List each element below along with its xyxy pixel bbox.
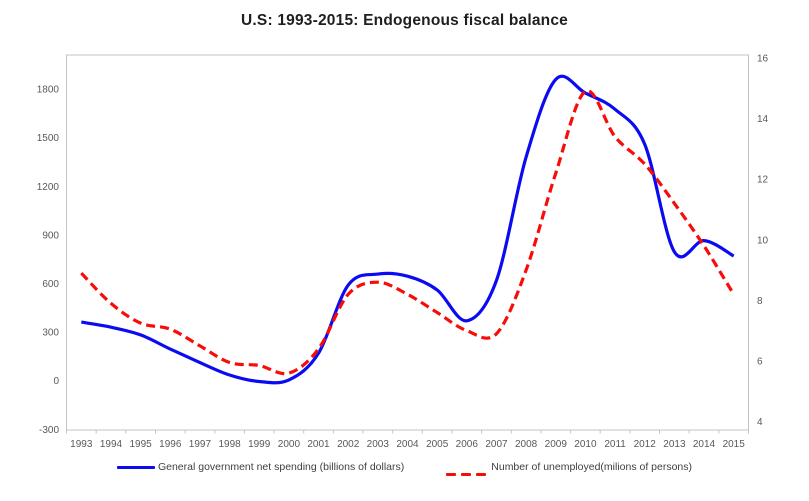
x-tick-label: 1997: [189, 439, 212, 450]
series-line-spending: [81, 74, 735, 385]
x-tick-label: 2004: [396, 439, 419, 450]
y-left-tick-label: 600: [42, 279, 59, 290]
x-tick-label: 2013: [663, 439, 686, 450]
x-tick-label: 1995: [129, 439, 152, 450]
y-left-tick-label: 900: [42, 230, 59, 241]
x-tick-label: 2012: [634, 439, 657, 450]
legend-item-unemployed: Number of unemployed(milions of persons): [446, 461, 693, 477]
y-left-tick-label: 300: [42, 328, 59, 339]
y-right-tick-label: 10: [757, 235, 769, 246]
legend-item-spending: General government net spending (billion…: [116, 461, 405, 473]
x-tick-label: 2006: [456, 439, 479, 450]
x-tick-label: 2011: [604, 439, 626, 450]
x-tick-label: 1996: [159, 439, 182, 450]
y-right-tick-label: 6: [757, 357, 763, 368]
y-left-tick-label: 1800: [37, 85, 60, 96]
x-tick-label: 1994: [100, 439, 123, 450]
chart-title: U.S: 1993-2015: Endogenous fiscal balanc…: [241, 12, 568, 29]
plot-border: [66, 54, 749, 431]
y-right-tick-label: 16: [757, 54, 769, 65]
x-tick-label: 2001: [307, 439, 330, 450]
x-tick-label: 2015: [723, 439, 746, 450]
x-tick-label: 2002: [337, 439, 360, 450]
x-tick-label: 2010: [574, 439, 597, 450]
y-right-tick-label: 14: [757, 114, 769, 125]
unemployed-line-swatch: [446, 466, 488, 477]
x-tick-label: 2000: [278, 439, 301, 450]
x-tick-label: 2014: [693, 439, 716, 450]
y-left-tick-label: 0: [53, 376, 59, 387]
y-right-tick-label: 12: [757, 175, 769, 186]
x-tick-label: 1999: [248, 439, 271, 450]
y-left-tick-label: -300: [39, 425, 59, 436]
x-tick-label: 2007: [485, 439, 508, 450]
series-line-unemployed: [80, 89, 736, 376]
x-tick-label: 1998: [218, 439, 241, 450]
x-tick-label: 2009: [545, 439, 568, 450]
unemployed-legend-label: Number of unemployed(milions of persons): [491, 461, 693, 473]
spending-legend-label: General government net spending (billion…: [157, 461, 405, 473]
y-left-tick-label: 1200: [37, 182, 60, 193]
y-right-tick-label: 4: [757, 417, 763, 428]
x-tick-label: 2008: [515, 439, 538, 450]
y-right-tick-label: 8: [757, 296, 763, 307]
x-tick-label: 1993: [70, 439, 93, 450]
spending-line-swatch: [116, 465, 155, 469]
y-left-tick-label: 1500: [37, 133, 60, 144]
x-tick-label: 2003: [367, 439, 390, 450]
x-tick-label: 2005: [426, 439, 449, 450]
chart-legend: General government net spending (billion…: [0, 461, 809, 477]
